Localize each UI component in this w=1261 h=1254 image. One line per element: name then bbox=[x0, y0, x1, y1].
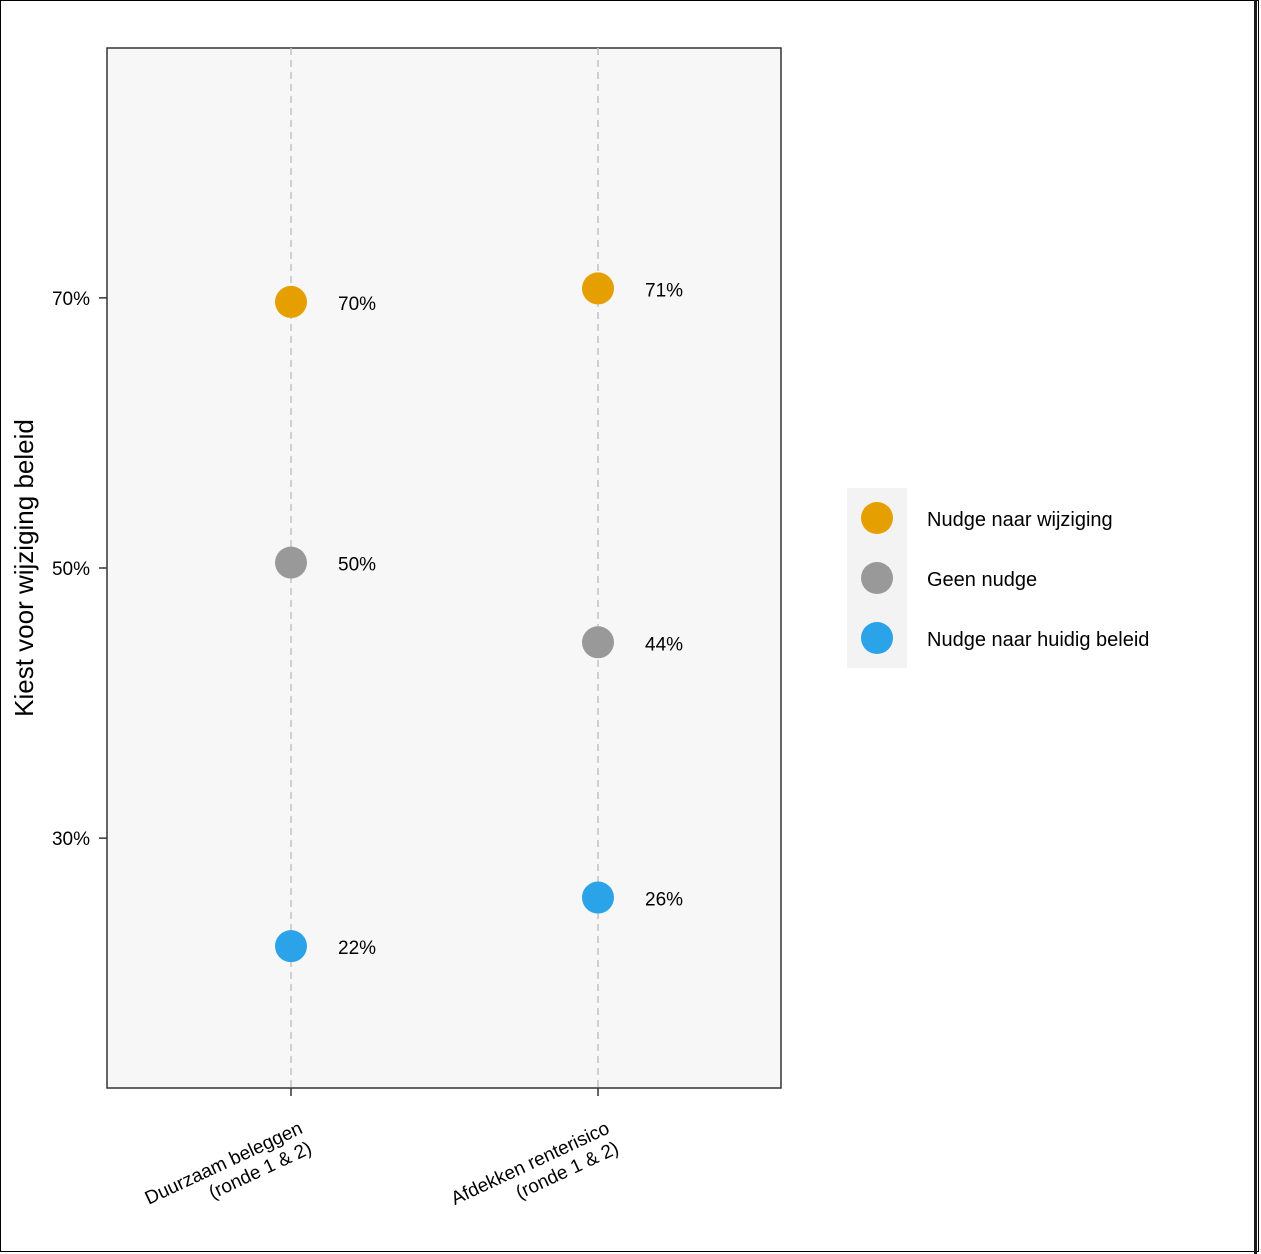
legend-label-2: Geen nudge bbox=[927, 569, 1037, 591]
data-label: 50% bbox=[338, 555, 376, 576]
y-tick-label: 30% bbox=[52, 829, 90, 850]
legend-key-2 bbox=[861, 562, 893, 594]
point-nudge-naar-huidig-beleid-2 bbox=[582, 881, 614, 914]
figure-frame-edge bbox=[1254, 0, 1257, 1254]
point-geen-nudge-1 bbox=[275, 546, 307, 579]
x-tick-label-1: Duurzaam beleggen(ronde 1 & 2) bbox=[142, 1118, 315, 1209]
y-axis: 30% 50% 70% bbox=[52, 289, 107, 850]
y-tick-label: 50% bbox=[52, 559, 90, 580]
data-labels: 70% 71% 50% 44% 22% 26% bbox=[338, 280, 683, 959]
plot-panel bbox=[106, 47, 782, 1089]
legend-key-1 bbox=[861, 502, 893, 534]
data-label: 71% bbox=[645, 280, 683, 301]
data-label: 22% bbox=[338, 938, 376, 959]
y-axis-title: Kiest voor wijziging beleid bbox=[9, 419, 39, 717]
legend-key-3 bbox=[861, 622, 893, 654]
data-points bbox=[275, 272, 614, 963]
legend-label-3: Nudge naar huidig beleid bbox=[927, 629, 1149, 651]
point-nudge-naar-huidig-beleid-1 bbox=[275, 930, 307, 963]
x-tick-label-2: Afdekken renterisico(ronde 1 & 2) bbox=[448, 1118, 622, 1210]
data-label: 44% bbox=[645, 634, 683, 655]
y-tick-label: 70% bbox=[52, 289, 90, 310]
data-label: 70% bbox=[338, 294, 376, 315]
legend-label-1: Nudge naar wijziging bbox=[927, 509, 1113, 531]
data-label: 26% bbox=[645, 890, 683, 911]
point-nudge-naar-wijziging-1 bbox=[275, 285, 307, 318]
x-axis: Duurzaam beleggen(ronde 1 & 2) Afdekken r… bbox=[142, 1088, 622, 1210]
legend: Nudge naar wijziging Geen nudge Nudge naar… bbox=[847, 488, 1149, 668]
point-nudge-naar-wijziging-2 bbox=[582, 272, 614, 305]
point-geen-nudge-2 bbox=[582, 626, 614, 659]
